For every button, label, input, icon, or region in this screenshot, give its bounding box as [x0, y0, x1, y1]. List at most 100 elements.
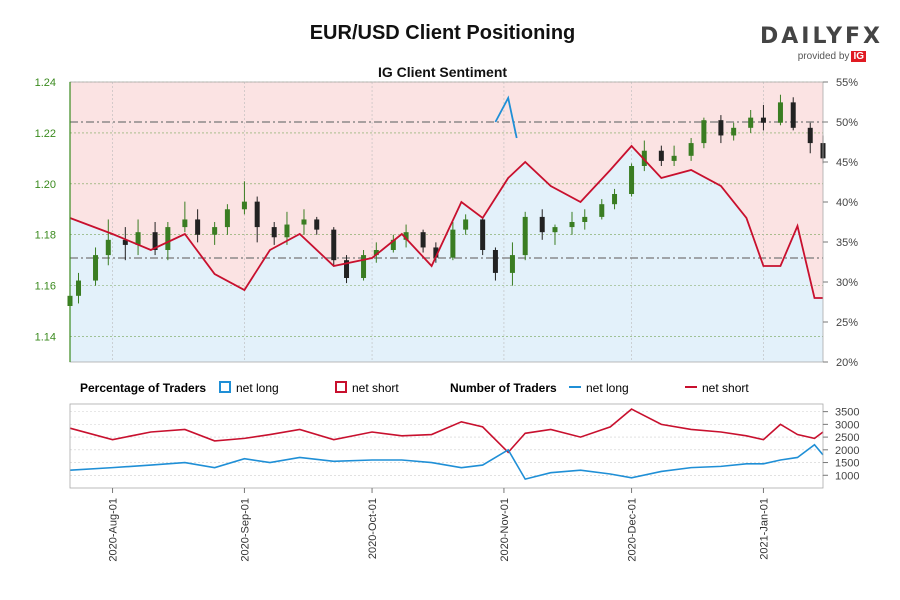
top-axes: 1.14 1.16 1.18 1.20 1.22 1.24 20% 25% 30% 35% 40% 4… — [35, 77, 859, 369]
candle-body — [599, 204, 605, 217]
candle-body — [552, 227, 558, 233]
candle-body — [760, 117, 766, 123]
candle-body — [105, 239, 111, 256]
count-frame — [69, 403, 824, 489]
brand-tagline: provided by IG — [760, 51, 866, 62]
candle-body — [480, 219, 486, 250]
candle-body — [671, 155, 677, 161]
candle-body — [629, 166, 635, 194]
candle-body — [569, 222, 575, 228]
candle-body — [403, 232, 409, 240]
count-tick-label: 3000 — [835, 419, 859, 431]
candle-body — [122, 239, 128, 245]
legend-pct-heading: Percentage of Traders — [80, 381, 206, 395]
candle-body — [331, 229, 337, 261]
candle-body — [301, 219, 307, 225]
count-tick-label: 2000 — [835, 445, 859, 457]
sentiment-tick-label: 25% — [836, 317, 858, 329]
candle-body — [344, 260, 350, 278]
x-tick-label: 2020-Dec-01 — [627, 498, 639, 562]
count-tick-label: 1500 — [835, 458, 859, 470]
count-long-line — [69, 443, 824, 481]
candle-body — [93, 255, 99, 281]
bottom-grid — [70, 411, 823, 476]
trader-count-lines — [69, 408, 824, 481]
sentiment-long-line — [494, 95, 518, 139]
candle-body — [539, 216, 545, 233]
candle-body — [463, 219, 469, 230]
candle-body — [212, 227, 218, 235]
ig-logo: IG — [851, 51, 866, 62]
brand-tagline-text: provided by — [797, 51, 850, 62]
candle-body — [433, 247, 439, 258]
x-tick-label: 2020-Aug-01 — [108, 498, 120, 562]
candle-body — [807, 127, 813, 144]
legend: Percentage of Traders net long net short… — [80, 381, 749, 395]
candle-body — [582, 216, 588, 222]
price-tick-label: 1.22 — [35, 128, 56, 140]
price-tick-label: 1.20 — [35, 179, 56, 191]
sentiment-tick-label: 55% — [836, 77, 858, 89]
candle-body — [522, 216, 528, 256]
legend-num-heading: Number of Traders — [450, 381, 557, 395]
price-tick-label: 1.24 — [35, 77, 56, 89]
candle-body — [509, 255, 515, 273]
candle-body — [492, 250, 498, 273]
candle-body — [748, 117, 754, 128]
candle-body — [361, 255, 367, 278]
legend-pct-long-swatch — [219, 381, 231, 393]
candle-body — [165, 227, 171, 250]
long-zone — [70, 146, 823, 362]
candle-body — [790, 102, 796, 128]
candle-body — [314, 219, 320, 230]
brand-name: DAILYFX — [760, 24, 883, 49]
sentiment-tick-label: 35% — [836, 237, 858, 249]
candle-body — [76, 280, 82, 296]
dailyfx-logo: DAILYFX provided by IG — [760, 24, 880, 62]
legend-pct-short-swatch — [335, 381, 347, 393]
candle-body — [718, 120, 724, 136]
chart-subtitle: IG Client Sentiment — [377, 64, 508, 80]
candle-body — [224, 209, 230, 228]
candle-body — [420, 232, 426, 248]
candle-body — [777, 102, 783, 123]
candle-body — [641, 150, 647, 166]
sentiment-tick-label: 20% — [836, 357, 858, 369]
x-axis: 2020-Aug-01 2020-Sep-01 2020-Oct-01 2020-No… — [108, 488, 770, 562]
count-tick-label: 1000 — [835, 470, 859, 482]
candle-body — [135, 232, 141, 245]
sentiment-tick-label: 40% — [836, 197, 858, 209]
candle-body — [195, 219, 201, 235]
brand-wordmark: DAILYFX — [760, 24, 880, 49]
sentiment-tick-label: 50% — [836, 117, 858, 129]
price-tick-label: 1.18 — [35, 230, 56, 242]
candlesticks — [67, 94, 826, 322]
sentiment-lines — [69, 95, 823, 299]
price-tick-label: 1.14 — [35, 332, 56, 344]
count-tick-label: 3500 — [835, 407, 859, 419]
x-tick-label: 2020-Sep-01 — [239, 498, 251, 562]
x-tick-label: 2020-Oct-01 — [367, 498, 379, 559]
candle-body — [152, 232, 158, 250]
count-short-line — [69, 408, 824, 454]
candle-body — [450, 229, 456, 258]
candle-body — [701, 120, 707, 144]
candle-body — [373, 250, 379, 256]
legend-num-long: net long — [586, 381, 629, 395]
candle-body — [241, 201, 247, 210]
sentiment-short-line — [69, 144, 823, 299]
legend-pct-short: net short — [352, 381, 399, 395]
count-tick-label: 2500 — [835, 432, 859, 444]
x-tick-label: 2020-Nov-01 — [499, 498, 511, 562]
sentiment-tick-label: 30% — [836, 277, 858, 289]
legend-pct-long: net long — [236, 381, 279, 395]
price-tick-label: 1.16 — [35, 281, 56, 293]
legend-num-short: net short — [702, 381, 749, 395]
candle-body — [284, 224, 290, 238]
candle-body — [612, 194, 618, 205]
sentiment-tick-label: 45% — [836, 157, 858, 169]
candle-body — [271, 227, 277, 238]
x-tick-label: 2021-Jan-01 — [758, 498, 770, 560]
